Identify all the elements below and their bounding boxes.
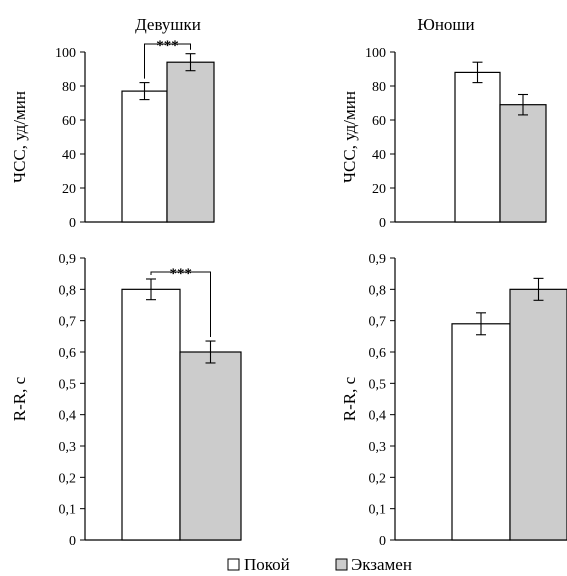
error-bar-rest (146, 278, 156, 301)
bar-exam (166, 61, 215, 223)
bar-exam (179, 351, 242, 541)
bar-rest (454, 71, 501, 223)
significance-bracket (144, 43, 191, 79)
y-tick-label: 0 (379, 216, 386, 231)
legend-label-rest: Покой (244, 555, 290, 574)
y-tick-label: 80 (372, 80, 386, 95)
y-tick-label: 0,5 (369, 377, 387, 392)
y-axis-label: ЧСС, уд/мин (10, 91, 29, 183)
legend-swatch-rest (227, 558, 240, 571)
error-bar-rest (472, 61, 483, 84)
y-tick-label: 20 (62, 182, 76, 197)
error-bar-rest (139, 82, 150, 101)
legend: Покой Экзамен (227, 555, 412, 574)
y-tick-label: 20 (372, 182, 386, 197)
y-tick-label: 40 (62, 148, 76, 163)
y-tick-label: 0,4 (59, 409, 77, 424)
y-tick-label: 0,3 (369, 440, 387, 455)
bar-exam (499, 104, 547, 223)
significance-label: *** (170, 266, 193, 282)
bar-rest (121, 90, 168, 223)
chart-panel-3: R-R, c 0 0,1 0,2 0,3 0,4 0,5 0,6 0,7 0,8 0,9 *** (10, 252, 242, 549)
bar-exam (509, 288, 567, 541)
error-bar-exam (518, 93, 528, 116)
bar-rest (451, 323, 511, 541)
y-tick-label: 0,1 (59, 503, 77, 518)
chart-title: Девушки (135, 15, 201, 34)
y-tick-label: 0 (379, 534, 386, 549)
y-tick-label: 40 (372, 148, 386, 163)
y-axis-label: ЧСС, уд/мин (340, 91, 359, 183)
chart-title: Юноши (417, 15, 474, 34)
y-tick-label: 0,8 (369, 283, 387, 298)
error-bar-rest (476, 312, 486, 336)
chart-panel-2: Юноши ЧСС, уд/мин 0 20 40 60 80 100 (340, 15, 547, 231)
legend-label-exam: Экзамен (351, 555, 412, 574)
y-axis-label: R-R, c (340, 376, 359, 421)
bar-rest (121, 288, 181, 541)
y-tick-label: 0,1 (369, 503, 387, 518)
y-tick-label: 0,9 (369, 252, 387, 267)
chart-panel-4: R-R, c 0 0,1 0,2 0,3 0,4 0,5 0,6 0,7 0,8 0,9 (340, 252, 567, 549)
legend-swatch-exam (335, 558, 348, 571)
y-tick-label: 0,6 (369, 346, 387, 361)
y-tick-label: 60 (372, 114, 386, 129)
y-tick-label: 0,7 (59, 315, 77, 330)
y-tick-label: 0,4 (369, 409, 387, 424)
significance-label: *** (156, 38, 179, 54)
y-tick-label: 0 (69, 216, 76, 231)
y-tick-label: 0,6 (59, 346, 77, 361)
y-tick-label: 0,2 (59, 471, 77, 486)
y-tick-label: 0,2 (369, 471, 387, 486)
y-tick-label: 0,5 (59, 377, 77, 392)
y-tick-label: 60 (62, 114, 76, 129)
chart-panel-1: Девушки ЧСС, уд/мин 0 20 40 60 80 100 *** (10, 15, 215, 231)
error-bar-exam (205, 340, 216, 364)
y-tick-label: 0 (69, 534, 76, 549)
y-tick-label: 100 (365, 46, 386, 61)
y-axis-label: R-R, c (10, 376, 29, 421)
y-tick-label: 0,7 (369, 315, 387, 330)
y-tick-label: 0,9 (59, 252, 77, 267)
y-tick-label: 100 (55, 46, 76, 61)
significance-bracket (150, 271, 211, 338)
y-tick-label: 0,3 (59, 440, 77, 455)
error-bar-exam (185, 53, 196, 72)
error-bar-exam (533, 277, 544, 301)
y-tick-label: 0,8 (59, 283, 77, 298)
y-tick-label: 80 (62, 80, 76, 95)
